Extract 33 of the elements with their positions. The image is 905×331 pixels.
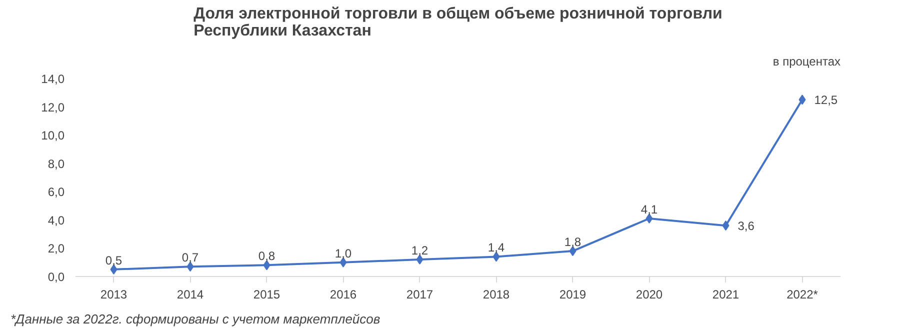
x-tick-label: 2017 [406,288,434,302]
data-label: 0,8 [258,249,276,264]
y-tick-label: 14,0 [41,72,65,86]
x-tick-label: 2019 [559,288,586,302]
data-label: 12,5 [814,93,838,108]
data-label: 3,6 [738,219,755,234]
x-tick-label: 2020 [636,288,663,302]
text: в процентах [772,54,841,68]
text: *Данные за 2022г. сформированы с учетом маркетплейсов [10,312,380,326]
chart-title: Доля электронной торговли в общем объеме розничной торговли Республики Казахстан [194,6,722,40]
y-tick-label: 8,0 [48,156,65,171]
point [722,220,730,231]
y-tick-label: 2,0 [48,242,65,256]
y-tick-label: 10,0 [41,128,65,143]
x-tick-label: 2022* [786,288,818,302]
data-label: 4,1 [640,202,658,217]
x-tick-label: 2021 [712,288,740,302]
x-tick-label: 2014 [176,288,204,302]
x-tick-label: 2016 [330,288,357,302]
y-tick-label: 12,0 [41,100,65,114]
y-tick-label: 4,0 [48,213,65,228]
x-tick-label: 2013 [100,288,128,302]
data-label: 0,7 [182,250,199,265]
data-label: 1,2 [411,244,428,258]
data-label: 1,0 [334,246,352,260]
data-label: 1,8 [564,235,582,250]
x-tick-label: 2018 [482,288,510,302]
x-tick-label: 2015 [253,288,280,302]
data-label: 0,5 [105,253,122,268]
data-label: 1,4 [488,240,505,255]
y-tick-label: 0,0 [48,270,65,284]
y-tick-label: 6,0 [48,185,65,200]
point [798,94,806,105]
